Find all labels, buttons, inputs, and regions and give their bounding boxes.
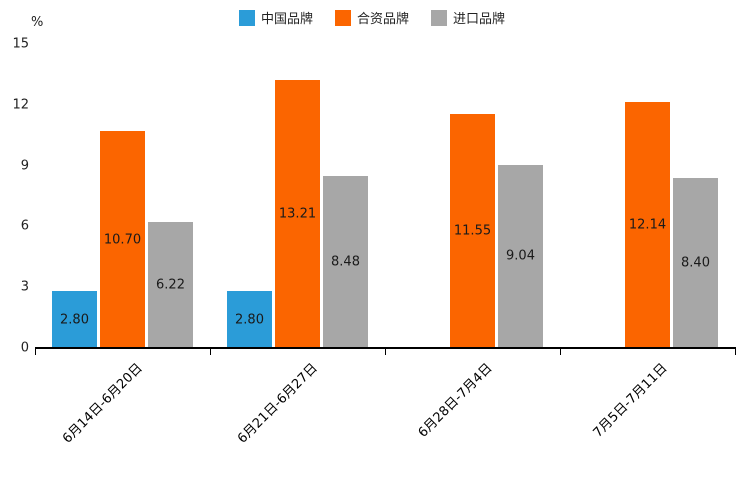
x-axis-tick xyxy=(385,349,386,355)
y-axis-unit-label: % xyxy=(31,15,44,30)
legend-item-1[interactable]: 中国品牌 xyxy=(238,8,313,27)
legend-swatch-icon xyxy=(238,9,255,26)
y-tick-label: 3 xyxy=(20,279,29,295)
y-tick-label: 6 xyxy=(20,218,29,234)
bar-value-label: 9.04 xyxy=(506,248,535,264)
x-axis-line xyxy=(35,347,736,349)
x-axis-tick xyxy=(210,349,211,355)
x-axis-tick xyxy=(35,349,36,355)
legend-label: 进口品牌 xyxy=(453,12,506,27)
x-category-label: 6月14日-6月20日 xyxy=(60,360,146,447)
legend-swatch-icon xyxy=(431,9,447,26)
legend-swatch-icon xyxy=(334,9,351,26)
chart-legend: 中国品牌 合资品牌 进口品牌 xyxy=(0,8,744,27)
bar-series2-group2: 13.21 xyxy=(275,80,320,348)
bar-value-label: 11.55 xyxy=(453,223,492,239)
x-category-label: 6月21日-6月27日 xyxy=(235,360,321,447)
y-tick-label: 0 xyxy=(20,340,29,356)
bar-series3-group3: 9.04 xyxy=(498,164,543,348)
bar-series2-group1: 10.70 xyxy=(100,131,145,348)
bar-value-label: 2.80 xyxy=(235,312,264,328)
bar-series2-group4: 12.14 xyxy=(625,101,670,348)
legend-label: 中国品牌 xyxy=(260,12,313,27)
x-category-label: 7月5日-7月11日 xyxy=(590,360,671,441)
bar-series1-group2: 2.80 xyxy=(227,291,272,348)
bar-series2-group3: 11.55 xyxy=(450,113,495,348)
x-category-label: 6月28日-7月4日 xyxy=(415,360,496,441)
bar-value-label: 6.22 xyxy=(156,277,185,293)
y-tick-label: 15 xyxy=(12,36,29,52)
legend-label: 合资品牌 xyxy=(356,12,409,27)
x-axis-tick xyxy=(735,349,736,355)
bar-value-label: 10.70 xyxy=(103,232,142,248)
bar-series3-group1: 6.22 xyxy=(148,221,193,348)
bar-value-label: 8.40 xyxy=(681,255,710,271)
legend-item-3[interactable]: 进口品牌 xyxy=(431,8,505,27)
y-tick-label: 12 xyxy=(12,97,29,113)
bar-value-label: 8.48 xyxy=(331,254,360,270)
bar-value-label: 12.14 xyxy=(628,217,667,233)
bar-series1-group1: 2.80 xyxy=(52,291,97,348)
bar-series3-group2: 8.48 xyxy=(323,176,368,348)
legend-item-2[interactable]: 合资品牌 xyxy=(334,8,409,27)
y-tick-label: 9 xyxy=(20,158,29,174)
bar-value-label: 2.80 xyxy=(60,312,89,328)
bar-value-label: 13.21 xyxy=(278,206,317,222)
bar-series3-group4: 8.40 xyxy=(673,177,718,348)
plot-area: 2.80 10.70 6.22 2.80 13.21 8.48 11.55 9.04 12.14… xyxy=(35,44,735,348)
x-axis-tick xyxy=(560,349,561,355)
